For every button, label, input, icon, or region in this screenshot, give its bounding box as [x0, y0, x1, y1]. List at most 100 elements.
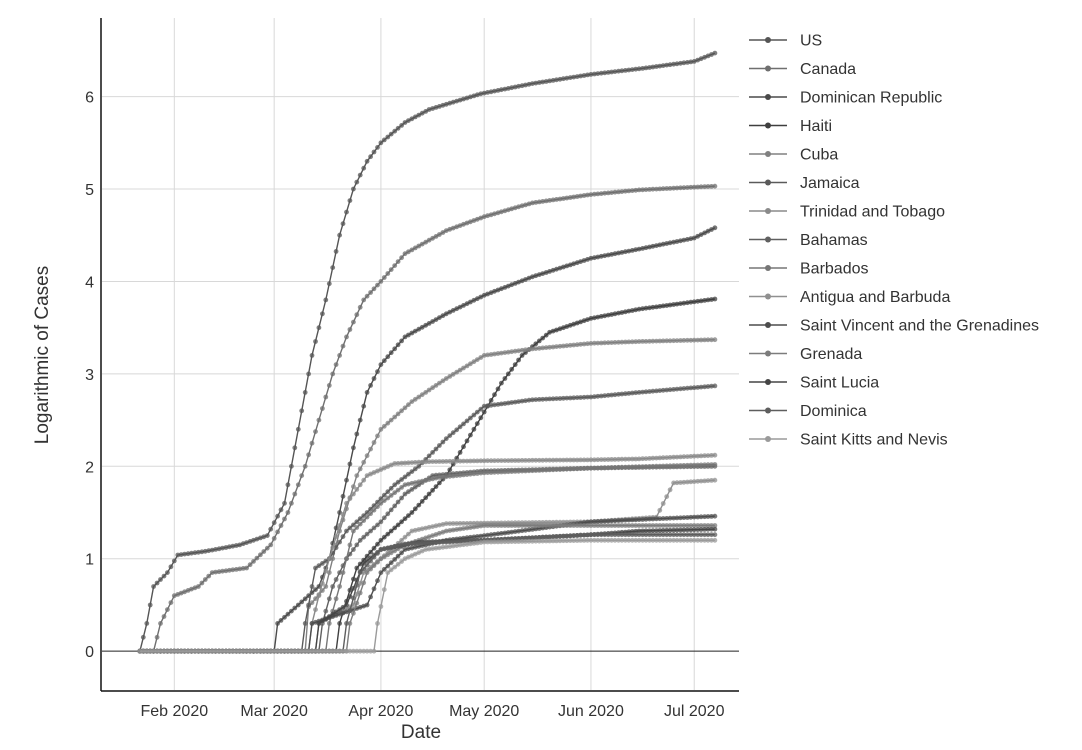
data-point [481, 539, 487, 545]
data-point [557, 519, 563, 525]
legend-item[interactable]: Saint Vincent and the Grenadines [749, 318, 1039, 335]
data-point [168, 648, 174, 654]
data-point [702, 453, 707, 459]
data-point [533, 535, 539, 540]
legend-item[interactable]: Cuba [749, 147, 838, 164]
data-point [254, 648, 260, 654]
data-point [240, 648, 246, 654]
data-point [688, 385, 694, 391]
data-point [712, 523, 718, 528]
data-point [702, 523, 707, 528]
data-point [388, 560, 394, 566]
data-point [337, 584, 342, 589]
data-point [388, 550, 394, 556]
data-point [712, 383, 718, 389]
data-point [516, 348, 521, 354]
data-point [691, 479, 697, 484]
data-point [468, 525, 473, 530]
data-point [313, 339, 318, 344]
data-point [619, 391, 625, 397]
data-point [509, 539, 515, 544]
data-point [578, 532, 583, 538]
legend-item[interactable]: Jamaica [749, 175, 860, 192]
data-point [292, 605, 298, 611]
data-point [471, 412, 477, 418]
data-point [299, 648, 305, 654]
data-point [626, 464, 632, 470]
data-point [154, 634, 160, 640]
data-point [316, 584, 322, 589]
data-point [209, 648, 215, 654]
legend-item[interactable]: Barbados [749, 261, 869, 278]
data-point [605, 465, 611, 470]
data-point [333, 596, 339, 602]
data-point [392, 414, 398, 420]
data-point [347, 461, 353, 467]
data-point [433, 446, 439, 452]
data-point [612, 340, 618, 345]
data-point [654, 516, 659, 522]
data-point [485, 532, 490, 538]
data-point [302, 621, 308, 626]
data-point [595, 393, 601, 399]
data-point [282, 500, 287, 506]
data-point [650, 304, 656, 310]
data-point [695, 537, 701, 543]
data-point [268, 542, 274, 548]
data-point [640, 187, 645, 193]
data-point [474, 421, 480, 426]
legend-item[interactable]: US [749, 33, 822, 50]
data-point [626, 537, 632, 543]
data-point [605, 518, 611, 524]
data-point [154, 648, 160, 654]
data-point [344, 556, 349, 562]
data-point [140, 648, 146, 654]
legend-item[interactable]: Bahamas [749, 232, 868, 249]
data-point [536, 468, 542, 473]
data-point [499, 469, 504, 475]
plot-area [137, 50, 718, 654]
series-14 [137, 537, 718, 654]
data-point [244, 648, 250, 654]
data-point [674, 463, 680, 468]
data-point [629, 464, 635, 470]
legend-item[interactable]: Canada [749, 61, 856, 78]
data-point [547, 457, 552, 463]
data-point [351, 595, 356, 601]
legend-item[interactable]: Haiti [749, 118, 832, 135]
legend-item[interactable]: Trinidad and Tobago [749, 204, 945, 221]
data-point [230, 648, 236, 654]
data-point [474, 471, 480, 476]
data-point [671, 454, 676, 460]
data-point [623, 523, 628, 528]
legend-item[interactable]: Grenada [749, 346, 862, 363]
data-point [395, 522, 401, 528]
data-point [213, 569, 219, 575]
legend-item[interactable]: Dominica [749, 403, 867, 420]
data-point [368, 648, 373, 654]
data-point [505, 523, 511, 528]
data-point [474, 520, 480, 526]
data-point [592, 457, 597, 463]
data-point [605, 457, 611, 462]
legend-item[interactable]: Antigua and Barbuda [749, 289, 950, 306]
data-point [554, 77, 559, 83]
data-point [512, 469, 518, 474]
data-point [299, 408, 305, 414]
data-point [333, 609, 339, 615]
legend-item[interactable]: Saint Kitts and Nevis [749, 432, 948, 449]
data-point [526, 468, 532, 474]
data-point [258, 552, 263, 558]
data-point [399, 460, 404, 466]
data-point [619, 532, 625, 538]
data-point [626, 456, 632, 462]
legend-item[interactable]: Saint Lucia [749, 375, 879, 392]
data-point [595, 71, 601, 76]
legend-label: Jamaica [800, 175, 860, 192]
legend-label: Canada [800, 61, 856, 78]
data-point [309, 353, 315, 358]
data-point [695, 523, 701, 528]
data-point [567, 533, 573, 539]
data-point [592, 523, 597, 528]
legend-item[interactable]: Dominican Republic [749, 90, 942, 107]
